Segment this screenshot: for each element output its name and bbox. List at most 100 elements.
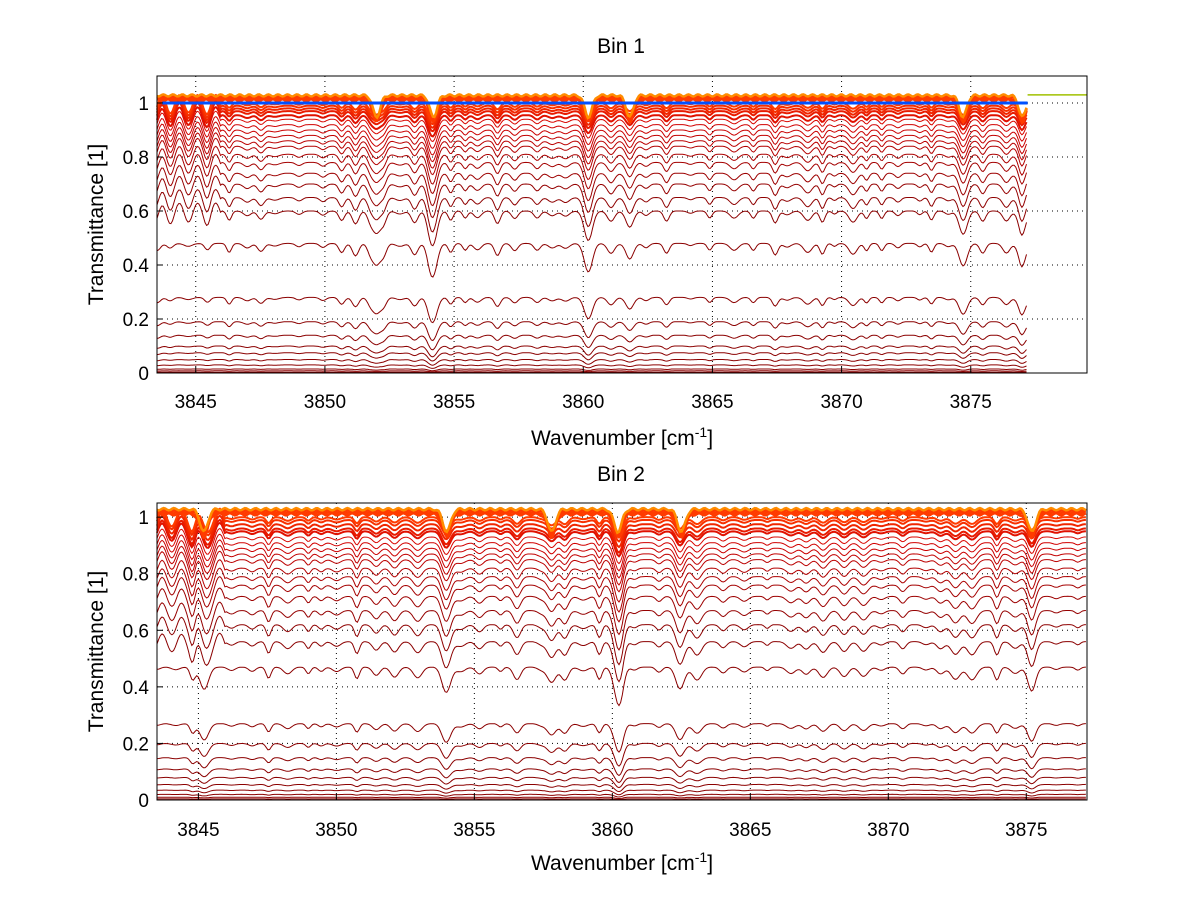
x-tick-label: 3870	[867, 820, 909, 841]
chart-title: Bin 2	[597, 463, 645, 486]
series-line	[156, 615, 1086, 666]
y-tick-label: 0.6	[123, 621, 149, 642]
series-line	[156, 105, 1028, 138]
x-axis-label-main: Wavenumber [cm	[531, 427, 695, 450]
x-tick-label: 3865	[729, 820, 771, 841]
series-line	[156, 334, 1027, 351]
series-line	[156, 110, 1027, 143]
series-line	[156, 527, 1086, 565]
series-line	[156, 796, 1086, 800]
x-tick-label: 3875	[950, 392, 992, 413]
series-line	[156, 544, 1086, 586]
x-axis-label-end: ]	[707, 427, 713, 450]
series-line	[157, 368, 1027, 372]
series-line	[156, 533, 1086, 572]
series-line-top	[156, 93, 1028, 120]
series-line	[157, 793, 1086, 798]
x-tick-label: 3855	[453, 820, 495, 841]
series-line	[156, 352, 1027, 362]
series-line	[156, 132, 1027, 169]
series-line	[156, 321, 1027, 342]
chart-title: Bin 1	[597, 35, 645, 58]
series-line	[156, 757, 1086, 777]
x-ticks: 3845 3850 3855 3860 3865 3870 3875	[175, 367, 992, 413]
x-tick-label: 3865	[691, 392, 733, 413]
series-line	[156, 145, 1027, 185]
series-line	[156, 296, 1027, 324]
series-line	[156, 575, 1086, 623]
y-tick-label: 1	[138, 508, 149, 529]
x-tick-label: 3860	[591, 820, 633, 841]
series-lines	[156, 93, 1087, 374]
series-line	[156, 559, 1086, 603]
x-tick-label: 3860	[562, 392, 604, 413]
series-line	[156, 601, 1086, 651]
x-tick-label: 3855	[433, 392, 475, 413]
series-line	[156, 567, 1086, 613]
series-lines	[156, 506, 1087, 801]
series-line	[156, 153, 1027, 195]
x-tick-label: 3870	[820, 392, 862, 413]
series-line	[156, 768, 1086, 784]
y-tick-label: 0.4	[123, 678, 150, 699]
y-tick-label: 0.8	[123, 148, 149, 169]
y-axis-label: Transmittance [1]	[85, 571, 108, 732]
y-ticks: 0 0.2 0.4 0.6 0.8 1	[123, 94, 163, 385]
x-axis-label-end: ]	[707, 852, 713, 875]
y-tick-label: 0.2	[123, 734, 149, 755]
series-line	[156, 539, 1086, 579]
series-line	[156, 518, 1086, 555]
series-line	[156, 358, 1027, 366]
series-line	[156, 164, 1027, 207]
y-tick-label: 0.4	[123, 256, 150, 277]
x-tick-label: 3845	[175, 392, 217, 413]
series-line	[156, 521, 1086, 558]
series-line	[156, 175, 1027, 219]
x-tick-label: 3845	[177, 820, 219, 841]
y-tick-label: 0	[138, 364, 149, 385]
series-line	[156, 345, 1027, 358]
series-line-top	[156, 506, 1087, 535]
chart-panel-bin-1: Bin 1 3845 3850 3855 3860 3865 3870 3875 00.20…	[85, 35, 1088, 450]
x-axis-label: Wavenumber [cm-1]	[531, 424, 713, 450]
x-tick-label: 3850	[304, 392, 346, 413]
x-ticks: 3845 3850 3855 3860 3865 3870 3875	[177, 794, 1047, 841]
x-axis-label-main: Wavenumber [cm	[531, 852, 695, 875]
series-line	[156, 126, 1027, 163]
x-axis-label: Wavenumber [cm-1]	[531, 849, 713, 875]
x-axis-label-sup: -1	[695, 849, 708, 865]
x-tick-label: 3850	[315, 820, 357, 841]
y-tick-label: 1	[138, 94, 149, 115]
series-line	[157, 364, 1027, 369]
series-line	[156, 242, 1027, 278]
y-tick-label: 0.6	[123, 202, 149, 223]
series-line	[156, 723, 1086, 753]
y-tick-label: 0.8	[123, 565, 149, 586]
y-axis-label: Transmittance [1]	[85, 144, 108, 305]
y-tick-label: 0.2	[123, 310, 149, 331]
series-line	[156, 514, 1086, 549]
series-line	[156, 137, 1027, 176]
series-line	[157, 370, 1027, 373]
chart-panel-bin-2: Bin 2 3845 3850 3855 3860 3865 3870 3875 00.20…	[85, 463, 1088, 875]
plot-frame	[156, 502, 1088, 801]
series-line	[156, 99, 1028, 129]
series-line	[156, 666, 1086, 707]
plot-frame	[156, 75, 1088, 374]
series-line	[156, 783, 1086, 793]
series-line	[156, 507, 1086, 539]
x-tick-label: 3875	[1005, 820, 1047, 841]
series-line	[156, 115, 1027, 149]
series-line	[156, 188, 1027, 233]
series-line	[156, 632, 1086, 683]
series-line	[156, 742, 1086, 767]
series-line	[156, 776, 1086, 789]
series-line	[156, 101, 1028, 133]
series-line	[156, 550, 1086, 593]
series-line	[157, 798, 1086, 800]
series-line	[156, 789, 1086, 796]
x-axis-label-sup: -1	[695, 424, 708, 440]
series-line	[156, 202, 1027, 247]
series-line	[156, 587, 1086, 636]
